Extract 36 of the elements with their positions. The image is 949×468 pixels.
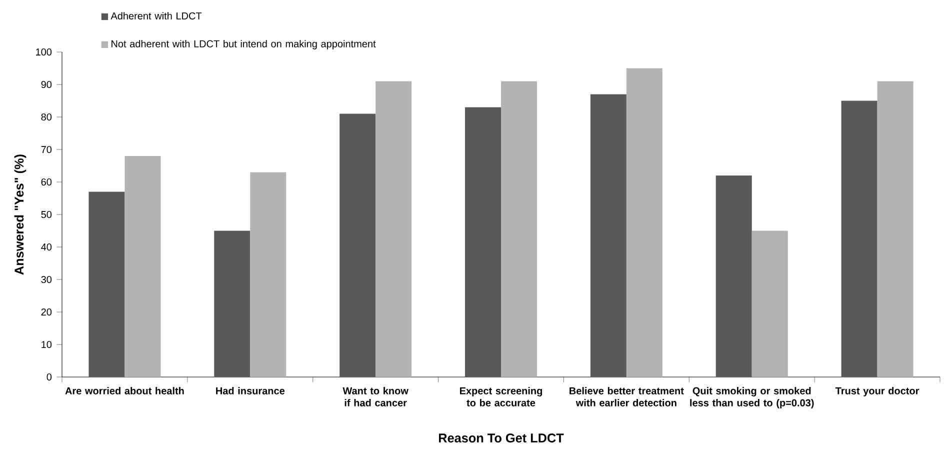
x-tick-label: Trust your doctor [835,387,920,396]
bar [877,81,914,377]
bar [376,81,412,377]
legend-label: Adherent with LDCT [110,12,202,20]
y-tick-label: 20 [41,308,52,316]
bar [124,156,161,377]
bar [340,114,376,377]
y-tick-label: 50 [41,210,52,218]
y-tick-label: 70 [41,146,52,154]
bar [752,230,788,377]
x-axis-title: Reason To Get LDCT [438,434,564,442]
y-tick-label: 80 [41,113,52,121]
bar [214,230,250,377]
bar [465,107,501,377]
y-tick-label: 0 [46,373,52,381]
x-tick-label: Want to know if had cancer [342,387,408,406]
y-axis-title: Answered "Yes" (%) [14,154,26,275]
y-tick-label: 100 [36,48,52,56]
y-tick-label: 40 [41,243,52,251]
x-tick-label: Are worried about health [65,387,184,394]
y-tick-label: 10 [42,340,52,348]
x-tick-label: Had insurance [216,387,285,394]
bar [626,68,662,377]
y-tick-label: 90 [41,80,52,88]
bar [716,176,752,377]
y-tick-label: 60 [41,178,52,186]
bar [250,172,286,377]
bar [841,100,878,377]
bar [501,81,537,377]
x-tick-label: Believe better treatment with earlier detection [570,387,684,406]
legend-label: Not adherent with LDCT but intend on making appointment [112,40,376,50]
x-tick-label: Expect screening to be accurate [460,387,542,406]
x-tick-label: Quit smoking or smoked less than used to (p=0.03) [690,387,814,408]
bar [88,192,125,377]
bar [590,94,626,377]
y-tick-label: 30 [41,276,52,284]
